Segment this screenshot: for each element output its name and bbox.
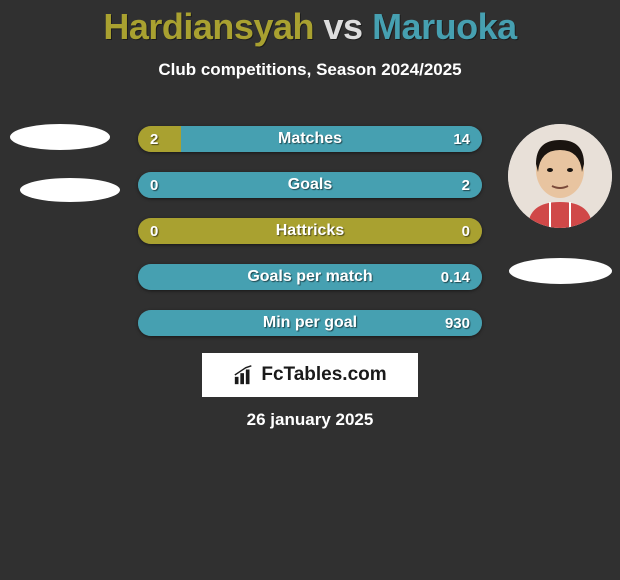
stat-value-right: 2 [462,172,470,198]
player1-name: Hardiansyah [103,6,314,47]
stat-value-right: 14 [453,126,470,152]
stat-row: Goals per match0.14 [138,264,482,290]
player-photo-icon [508,124,612,228]
avatar-right-shadow [509,258,612,284]
stat-label: Goals per match [138,264,482,290]
brand-text: FcTables.com [261,364,386,386]
stat-value-right: 0 [462,218,470,244]
stat-label: Hattricks [138,218,482,244]
comparison-title: Hardiansyah vs Maruoka [0,0,620,48]
stat-value-left: 0 [150,172,158,198]
chart-icon [233,364,255,386]
stat-row: Min per goal930 [138,310,482,336]
stat-value-right: 0.14 [441,264,470,290]
stat-value-left: 2 [150,126,158,152]
stat-value-right: 930 [445,310,470,336]
stat-row: Hattricks0 0 [138,218,482,244]
player2-name: Maruoka [372,6,517,47]
stats-bars: Matches214Goals02Hattricks00Goals per ma… [138,126,482,356]
title-vs: vs [324,6,363,47]
stat-row: Matches2 14 [138,126,482,152]
stat-value-left: 0 [150,218,158,244]
stat-label: Min per goal [138,310,482,336]
avatar-right [508,124,612,228]
stat-label: Matches [138,126,482,152]
avatar-left-placeholder-2 [20,178,120,202]
avatar-left-placeholder [10,124,110,150]
stat-label: Goals [138,172,482,198]
footer-logo: FcTables.com [202,353,418,397]
stat-row: Goals0 2 [138,172,482,198]
subtitle: Club competitions, Season 2024/2025 [0,60,620,80]
footer-date: 26 january 2025 [0,410,620,430]
